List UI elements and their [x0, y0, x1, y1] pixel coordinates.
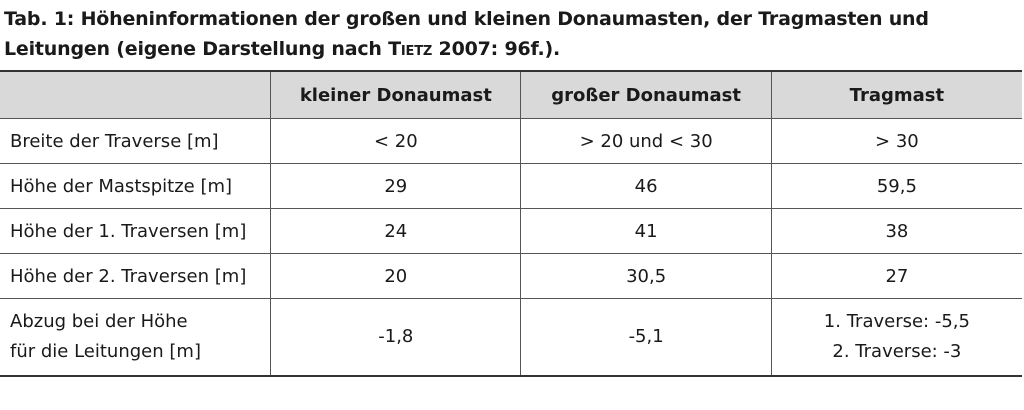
table-body: Breite der Traverse [m] < 20 > 20 und < 30…	[0, 118, 1022, 377]
table-row: Höhe der 2. Traversen [m] 20 30,5 27	[0, 253, 1022, 299]
cell-large-mast: 30,5	[520, 253, 772, 299]
cell-small-mast-text: 29	[384, 175, 408, 197]
row-label-text: Höhe der 2. Traversen [m]	[10, 265, 247, 287]
table-caption: Tab. 1: Höheninformationen der großen un…	[4, 4, 1020, 64]
cell-support-mast-text: 1. Traverse: -5,5	[823, 311, 970, 332]
cell-support-mast-text: 38	[885, 220, 909, 242]
caption-source: 2007: 96f.).	[432, 38, 561, 60]
row-label-text: Abzug bei der Höhe	[10, 311, 188, 332]
cell-small-mast: 29	[270, 163, 521, 209]
cell-small-mast-text: -1,8	[378, 326, 414, 347]
cell-support-mast: > 30	[770, 118, 1022, 164]
cell-large-mast-text: 30,5	[626, 265, 667, 287]
table-header-row: kleiner Donaumast großer Donaumast Tragm…	[0, 71, 1022, 119]
cell-small-mast-text: 24	[384, 220, 408, 242]
row-label: Breite der Traverse [m]	[0, 118, 271, 164]
cell-large-mast-text: -5,1	[628, 326, 664, 347]
table-row: Höhe der 1. Traversen [m] 24 41 38	[0, 208, 1022, 254]
cell-large-mast: 46	[520, 163, 772, 209]
row-label: Höhe der 1. Traversen [m]	[0, 208, 271, 254]
cell-small-mast: 24	[270, 208, 521, 254]
cell-large-mast-text: 46	[634, 175, 658, 197]
cell-support-mast-text: 27	[885, 265, 909, 287]
header-small-mast: kleiner Donaumast	[270, 71, 521, 119]
cell-large-mast: > 20 und < 30	[520, 118, 772, 164]
row-label: Höhe der 2. Traversen [m]	[0, 253, 271, 299]
cell-support-mast-text: > 30	[875, 130, 919, 152]
cell-support-mast: 38	[770, 208, 1022, 254]
row-label-text: Höhe der 1. Traversen [m]	[10, 220, 247, 242]
header-support-mast: Tragmast	[770, 71, 1022, 119]
header-large-mast: großer Donaumast	[520, 71, 772, 119]
table-row: Abzug bei der Höhe für die Leitungen [m] -…	[0, 298, 1022, 377]
cell-small-mast: < 20	[270, 118, 521, 164]
cell-support-mast-text: 59,5	[876, 175, 917, 197]
caption-text: Tab. 1: Höheninformationen der großen un…	[4, 8, 929, 60]
table-row: Höhe der Mastspitze [m] 29 46 59,5	[0, 163, 1022, 209]
cell-support-mast: 59,5	[770, 163, 1022, 209]
cell-large-mast-text: > 20 und < 30	[579, 130, 713, 152]
header-corner	[0, 71, 271, 119]
cell-small-mast-text: 20	[384, 265, 408, 287]
caption-author: Tietz	[388, 38, 433, 60]
row-label-text: für die Leitungen [m]	[10, 341, 201, 362]
row-label-text: Breite der Traverse [m]	[10, 130, 219, 152]
height-info-table: kleiner Donaumast großer Donaumast Tragm…	[0, 70, 1022, 377]
row-label: Höhe der Mastspitze [m]	[0, 163, 271, 209]
cell-small-mast: 20	[270, 253, 521, 299]
row-label: Abzug bei der Höhe für die Leitungen [m]	[0, 298, 271, 377]
cell-small-mast: -1,8	[270, 298, 521, 377]
cell-large-mast: 41	[520, 208, 772, 254]
row-label-text: Höhe der Mastspitze [m]	[10, 175, 233, 197]
cell-large-mast: -5,1	[520, 298, 772, 377]
cell-small-mast-text: < 20	[373, 130, 418, 152]
cell-support-mast: 27	[770, 253, 1022, 299]
cell-large-mast-text: 41	[634, 220, 658, 242]
cell-support-mast: 1. Traverse: -5,5 2. Traverse: -3	[770, 298, 1022, 377]
table-row: Breite der Traverse [m] < 20 > 20 und < 30…	[0, 118, 1022, 164]
cell-support-mast-text: 2. Traverse: -3	[832, 341, 962, 362]
